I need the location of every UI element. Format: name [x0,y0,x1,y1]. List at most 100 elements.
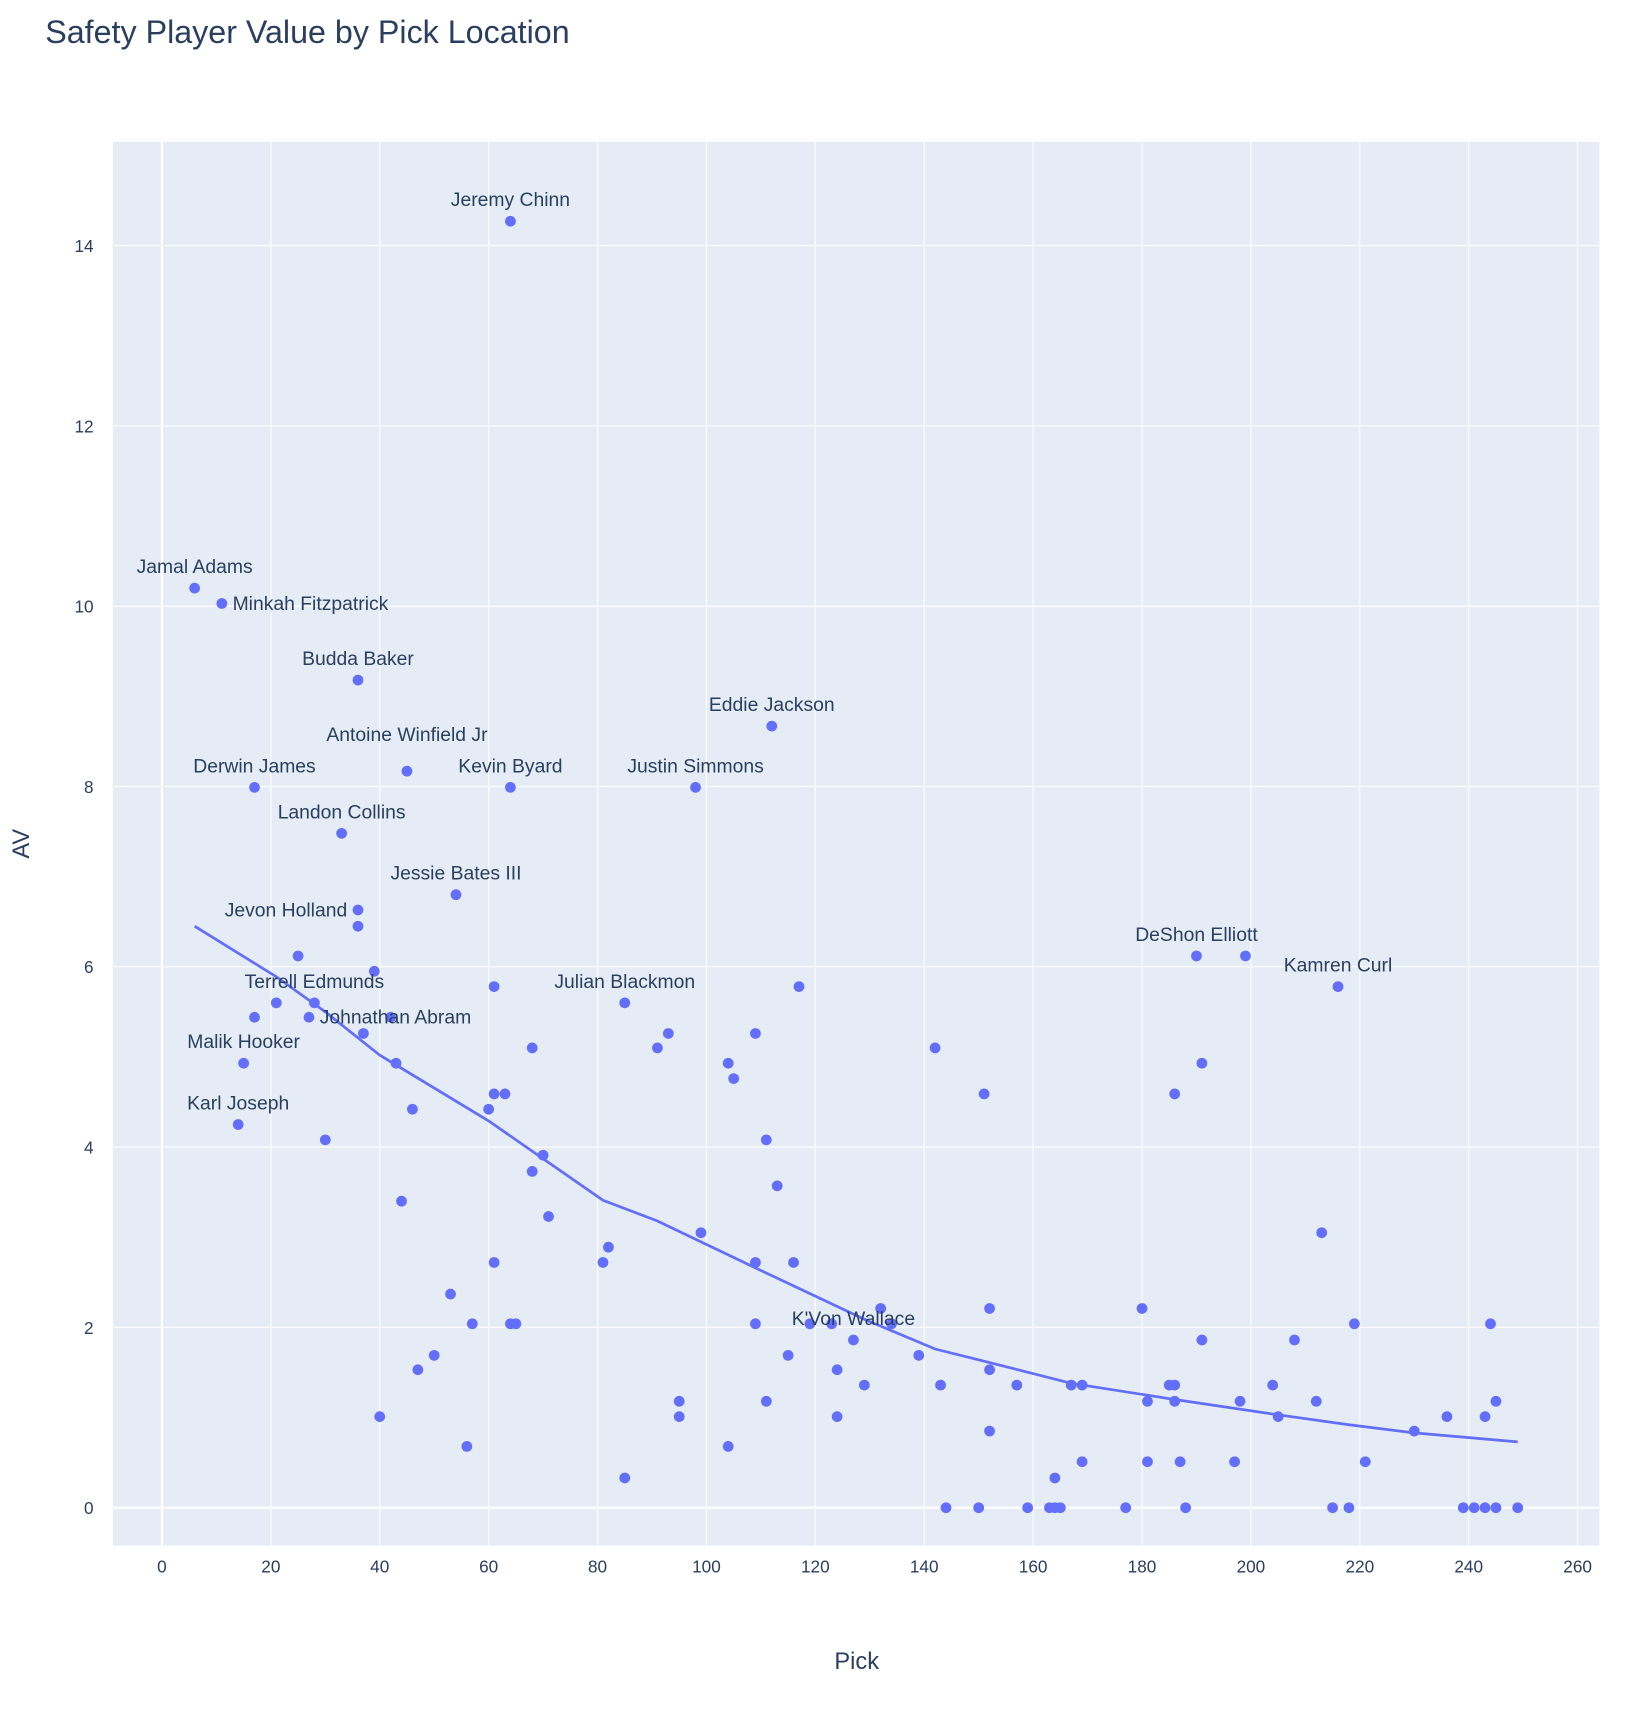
data-point [793,981,805,992]
data-point [1120,1502,1132,1514]
point-label: Kevin Byard [458,755,562,777]
labeled-data-point [189,582,200,594]
y-tick-label: 10 [74,597,93,617]
y-tick-label: 8 [84,777,94,797]
data-point [597,1257,609,1268]
x-tick-label: 200 [1237,1556,1266,1576]
data-point [270,997,282,1009]
data-points [189,215,1524,1514]
data-point [1196,1334,1208,1346]
data-point [488,1088,500,1100]
labeled-data-point [232,1119,244,1130]
data-point [1267,1379,1279,1391]
point-label: Jessie Bates III [390,863,521,885]
data-point [603,1241,614,1253]
data-point [929,1042,941,1054]
labeled-data-point [690,781,701,793]
x-tick-label: 240 [1454,1556,1483,1576]
data-point [445,1288,456,1300]
plot-background [112,141,1600,1546]
data-point [1343,1502,1355,1514]
data-point [1022,1502,1034,1514]
data-point [1485,1318,1496,1330]
data-point [662,1028,674,1039]
data-point [1490,1502,1502,1514]
data-point [1479,1502,1491,1514]
data-point [1011,1379,1023,1391]
data-point [984,1303,995,1314]
data-point [788,1257,799,1268]
point-label: Malik Hooker [187,1031,300,1053]
x-tick-label: 140 [910,1556,939,1576]
data-point [760,1395,772,1407]
data-point [385,1011,397,1023]
point-label: Johnathan Abram [320,1007,472,1029]
point-label: Antoine Winfield Jr [326,724,488,746]
data-point [368,965,380,977]
y-tick-label: 12 [74,416,93,436]
data-point [1142,1456,1153,1468]
point-label: Minkah Fitzpatrick [233,593,389,615]
labeled-data-point [505,215,516,227]
y-axis-title: AV [9,829,35,859]
data-point [673,1411,685,1423]
data-point [526,1166,538,1177]
data-point [831,1411,843,1423]
data-point [1180,1502,1191,1514]
data-point [1076,1456,1088,1468]
labeled-data-point [249,781,260,793]
y-tick-label: 6 [84,957,94,977]
data-point [488,1257,500,1268]
gridlines [112,141,1600,1546]
data-point [826,1318,838,1330]
labeled-data-point [1191,950,1202,962]
y-tick-label: 4 [84,1138,94,1158]
data-point [760,1134,772,1146]
labeled-data-point [1332,981,1344,992]
data-point [1316,1227,1328,1239]
point-label: Landon Collins [278,801,406,823]
data-point [1457,1502,1469,1514]
data-point [722,1057,734,1069]
data-point [319,1134,331,1146]
point-label: Jeremy Chinn [451,189,570,211]
x-tick-label: 220 [1345,1556,1374,1576]
x-tick-labels: 0 20 40 60 80 100 120 140 160 180 200 220 240 260 [157,1556,1592,1576]
data-point [984,1425,995,1437]
data-point [537,1149,549,1161]
x-tick-label: 80 [588,1556,607,1576]
data-point [407,1103,418,1115]
x-tick-label: 40 [370,1556,389,1576]
data-point [249,1011,260,1023]
labeled-data-point [238,1057,249,1069]
labeled-data-point [401,765,413,777]
data-point [771,1180,783,1192]
labeled-data-point [352,904,364,916]
data-point [1065,1379,1077,1391]
data-point [1174,1456,1186,1468]
data-point [396,1195,407,1207]
x-tick-label: 260 [1563,1556,1592,1576]
x-tick-label: 180 [1128,1556,1157,1576]
data-point [1054,1502,1066,1514]
data-point [886,1318,897,1330]
data-point [483,1103,495,1115]
point-labels: Jeremy Chinn Jamal Adams Minkah Fitzpatric… [137,189,1393,1330]
data-point [875,1303,887,1314]
data-point [913,1349,925,1361]
data-point [619,1472,631,1484]
data-point [728,1073,740,1084]
data-point [1142,1395,1153,1407]
labeled-data-point [352,674,364,686]
data-point [412,1364,424,1376]
data-point [1169,1088,1181,1100]
data-point [1327,1502,1338,1514]
data-point [488,981,500,992]
point-label: Terrell Edmunds [245,971,385,993]
data-point [466,1318,478,1330]
data-point [1310,1395,1322,1407]
data-point [1076,1379,1088,1391]
data-point [722,1441,734,1452]
data-point [1272,1411,1284,1423]
